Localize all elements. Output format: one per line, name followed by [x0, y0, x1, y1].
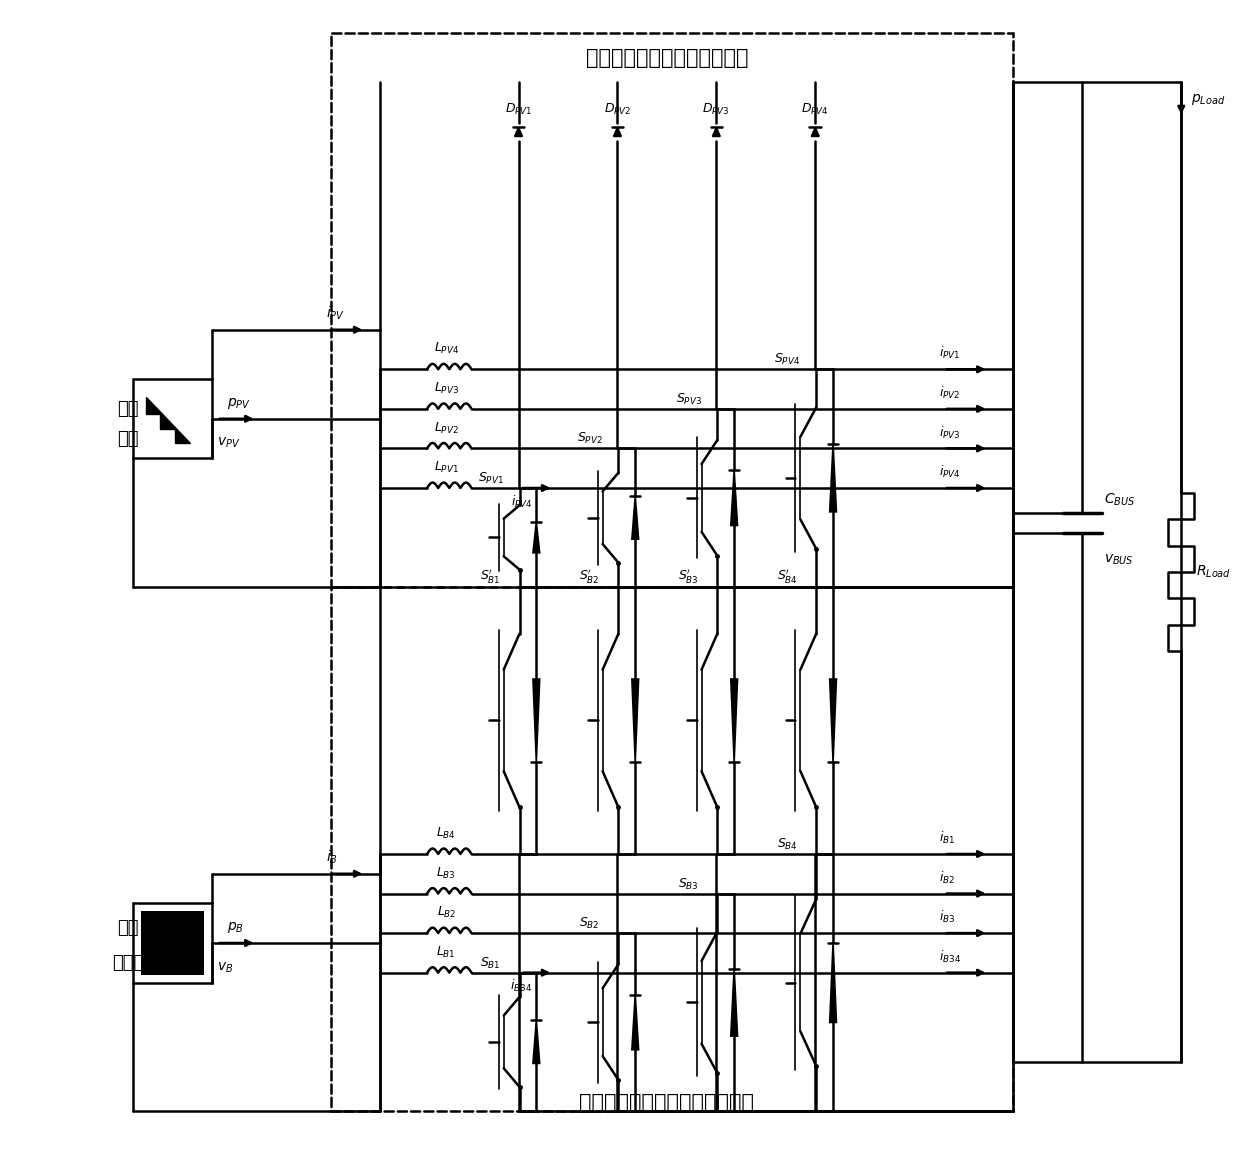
Text: $S_{B2}$: $S_{B2}$ — [579, 916, 600, 931]
Polygon shape — [632, 496, 639, 539]
Text: $S_{B4}$: $S_{B4}$ — [777, 837, 799, 852]
Text: $i_B$: $i_B$ — [326, 848, 337, 865]
Bar — [140, 912, 203, 974]
Text: $D_{PV1}$: $D_{PV1}$ — [505, 102, 532, 117]
Text: $S_{PV1}$: $S_{PV1}$ — [477, 471, 503, 486]
Polygon shape — [632, 995, 639, 1049]
Text: $i_{PV4}$: $i_{PV4}$ — [939, 464, 961, 480]
Bar — [133, 904, 212, 982]
Polygon shape — [830, 943, 837, 1023]
Text: $i_{B2}$: $i_{B2}$ — [939, 870, 955, 885]
Polygon shape — [515, 127, 522, 137]
Text: $L_{PV3}$: $L_{PV3}$ — [434, 381, 459, 396]
Text: $i_{PV1}$: $i_{PV1}$ — [939, 345, 960, 361]
Text: $S_{PV3}$: $S_{PV3}$ — [676, 392, 702, 407]
Bar — [133, 379, 212, 458]
Text: 光伏: 光伏 — [117, 400, 139, 418]
Polygon shape — [145, 397, 190, 443]
Text: $S_{PV4}$: $S_{PV4}$ — [775, 352, 801, 367]
Text: $v_B$: $v_B$ — [217, 960, 233, 974]
Polygon shape — [533, 1020, 539, 1063]
Bar — [331, 587, 1013, 1111]
Polygon shape — [730, 968, 738, 1036]
Text: 储能: 储能 — [117, 919, 139, 937]
Polygon shape — [830, 679, 837, 761]
Text: $S_{B2}'$: $S_{B2}'$ — [579, 567, 600, 585]
Text: 光伏单元四相交错升压变流器: 光伏单元四相交错升压变流器 — [585, 47, 748, 68]
Polygon shape — [533, 679, 539, 761]
Text: $i_{PV}$: $i_{PV}$ — [326, 304, 345, 322]
Text: $v_{PV}$: $v_{PV}$ — [217, 436, 241, 450]
Text: $i_{B3}$: $i_{B3}$ — [939, 909, 955, 926]
Text: $C_{BUS}$: $C_{BUS}$ — [1104, 492, 1136, 508]
Text: $S_{B3}'$: $S_{B3}'$ — [678, 567, 699, 585]
Text: $i_{B34}$: $i_{B34}$ — [939, 949, 961, 965]
Text: $L_{PV1}$: $L_{PV1}$ — [434, 460, 459, 476]
Text: $S_{PV2}$: $S_{PV2}$ — [577, 432, 603, 447]
Text: $S_{B1}'$: $S_{B1}'$ — [480, 567, 501, 585]
Polygon shape — [632, 679, 639, 761]
Polygon shape — [533, 522, 539, 553]
Text: $p_{PV}$: $p_{PV}$ — [227, 396, 250, 411]
Text: $L_{B2}$: $L_{B2}$ — [436, 905, 456, 920]
Text: $L_{B4}$: $L_{B4}$ — [436, 826, 456, 841]
Bar — [331, 34, 1013, 587]
Polygon shape — [730, 470, 738, 525]
Text: 储能蓄电池四相交错双向变流器: 储能蓄电池四相交错双向变流器 — [579, 1093, 754, 1113]
Text: $i_{B1}$: $i_{B1}$ — [939, 830, 955, 846]
Polygon shape — [730, 679, 738, 761]
Text: 蓄电池: 蓄电池 — [112, 953, 144, 972]
Text: $L_{PV2}$: $L_{PV2}$ — [434, 420, 459, 435]
Text: $i_{PV3}$: $i_{PV3}$ — [939, 425, 961, 441]
Text: $D_{PV3}$: $D_{PV3}$ — [703, 102, 730, 117]
Text: $i_{PV2}$: $i_{PV2}$ — [939, 385, 960, 401]
Text: $D_{PV4}$: $D_{PV4}$ — [801, 102, 830, 117]
Polygon shape — [811, 127, 820, 137]
Text: $p_{Load}$: $p_{Load}$ — [1192, 93, 1225, 108]
Text: $v_{BUS}$: $v_{BUS}$ — [1104, 553, 1133, 567]
Text: $L_{B1}$: $L_{B1}$ — [436, 945, 456, 960]
Text: $i_{PV4}$: $i_{PV4}$ — [511, 494, 532, 510]
Polygon shape — [830, 444, 837, 511]
Text: $S_{B1}$: $S_{B1}$ — [480, 956, 501, 971]
Polygon shape — [713, 127, 720, 137]
Text: $p_B$: $p_B$ — [227, 920, 244, 935]
Text: $S_{B3}$: $S_{B3}$ — [678, 877, 699, 892]
Text: $i_{B34}$: $i_{B34}$ — [511, 979, 532, 994]
Text: $R_{Load}$: $R_{Load}$ — [1197, 563, 1231, 581]
Text: $L_{PV4}$: $L_{PV4}$ — [434, 341, 459, 356]
Polygon shape — [614, 127, 621, 137]
Text: $S_{B4}'$: $S_{B4}'$ — [777, 567, 799, 585]
Text: 单元: 单元 — [117, 429, 139, 448]
Text: $L_{B3}$: $L_{B3}$ — [436, 865, 456, 880]
Text: $D_{PV2}$: $D_{PV2}$ — [604, 102, 631, 117]
